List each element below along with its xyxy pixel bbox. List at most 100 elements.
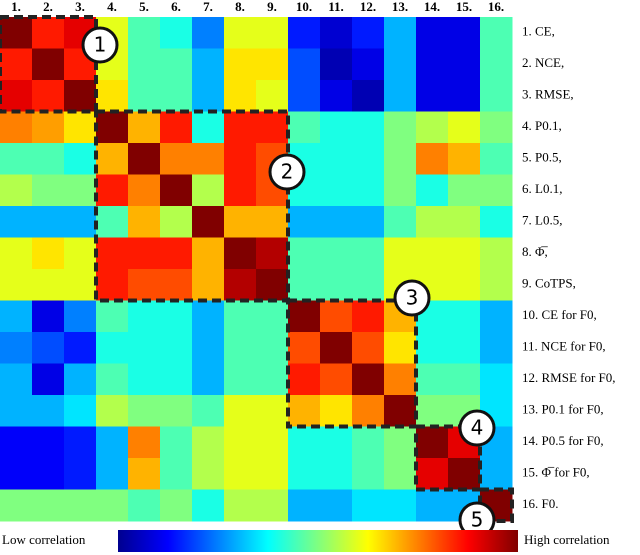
cell xyxy=(64,111,97,144)
cell xyxy=(0,174,33,207)
cell xyxy=(128,363,161,396)
cell xyxy=(32,206,65,238)
cell xyxy=(352,426,385,459)
cell xyxy=(256,17,289,49)
cell xyxy=(288,489,321,522)
cell xyxy=(352,395,385,427)
cell xyxy=(480,300,513,333)
cell xyxy=(256,206,289,238)
cluster-label: 1 xyxy=(94,33,107,57)
cell xyxy=(192,17,225,49)
cell xyxy=(352,111,385,144)
cell xyxy=(160,332,193,364)
cell xyxy=(0,489,33,522)
cell xyxy=(384,143,417,175)
cell xyxy=(160,458,193,490)
cell xyxy=(224,489,257,522)
cell xyxy=(192,363,225,396)
cell xyxy=(256,458,289,490)
cell xyxy=(64,237,97,270)
cell xyxy=(320,111,353,144)
cell xyxy=(480,363,513,396)
cell xyxy=(448,17,481,49)
cell xyxy=(96,300,129,333)
cell xyxy=(160,206,193,238)
cell xyxy=(192,237,225,270)
cell xyxy=(128,489,161,522)
cell xyxy=(128,111,161,144)
column-label: 1. xyxy=(11,0,21,14)
column-label: 12. xyxy=(360,0,376,14)
cell xyxy=(256,332,289,364)
cell xyxy=(64,300,97,333)
cell xyxy=(480,143,513,175)
cell xyxy=(480,237,513,270)
cell xyxy=(128,206,161,238)
column-label: 8. xyxy=(235,0,245,14)
column-label: 11. xyxy=(328,0,344,14)
cell xyxy=(448,458,481,490)
row-label: 6. L0.1, xyxy=(522,181,562,196)
cell xyxy=(32,426,65,459)
cell xyxy=(384,237,417,270)
cluster-badge xyxy=(268,153,306,191)
column-label: 13. xyxy=(392,0,408,14)
cell xyxy=(32,458,65,490)
cell xyxy=(192,206,225,238)
cell xyxy=(224,237,257,270)
cell xyxy=(416,363,449,396)
cell xyxy=(0,269,33,301)
cell xyxy=(96,489,129,522)
cell xyxy=(160,363,193,396)
cell xyxy=(352,489,385,522)
cell xyxy=(96,332,129,364)
cell xyxy=(384,458,417,490)
cell xyxy=(256,363,289,396)
cell xyxy=(160,300,193,333)
cell xyxy=(64,206,97,238)
cell xyxy=(160,489,193,522)
cell xyxy=(32,489,65,522)
cell xyxy=(288,395,321,427)
cluster-label: 4 xyxy=(471,416,484,440)
colorbar-high-label: High correlation xyxy=(524,532,610,547)
cell xyxy=(192,174,225,207)
cell xyxy=(352,237,385,270)
cell xyxy=(0,426,33,459)
row-label: 9. CoTPS, xyxy=(522,276,576,291)
row-label: 7. L0.5, xyxy=(522,213,562,228)
cell xyxy=(352,363,385,396)
cluster-boxes: 1 2 3 4 5 xyxy=(0,15,514,539)
cluster-badge xyxy=(458,409,496,447)
cell xyxy=(384,363,417,396)
cell xyxy=(224,426,257,459)
cell xyxy=(448,48,481,81)
cell xyxy=(480,111,513,144)
cell xyxy=(384,80,417,112)
cell xyxy=(160,48,193,81)
cell xyxy=(96,237,129,270)
cell xyxy=(128,395,161,427)
cell xyxy=(384,332,417,364)
cell xyxy=(64,363,97,396)
row-label: 8. Φ̅, xyxy=(522,244,549,259)
cell xyxy=(128,143,161,175)
cell xyxy=(64,426,97,459)
cell xyxy=(256,111,289,144)
cell xyxy=(448,206,481,238)
cell xyxy=(64,489,97,522)
cell xyxy=(416,426,449,459)
cell xyxy=(128,48,161,81)
row-label: 14. P0.5 for F0, xyxy=(522,433,604,448)
cell xyxy=(192,489,225,522)
cell xyxy=(352,143,385,175)
cell xyxy=(32,300,65,333)
cell xyxy=(64,269,97,301)
cell xyxy=(416,17,449,49)
column-label: 9. xyxy=(267,0,277,14)
cell xyxy=(288,458,321,490)
row-label: 10. CE for F0, xyxy=(522,307,597,322)
column-label: 7. xyxy=(203,0,213,14)
cell xyxy=(128,80,161,112)
